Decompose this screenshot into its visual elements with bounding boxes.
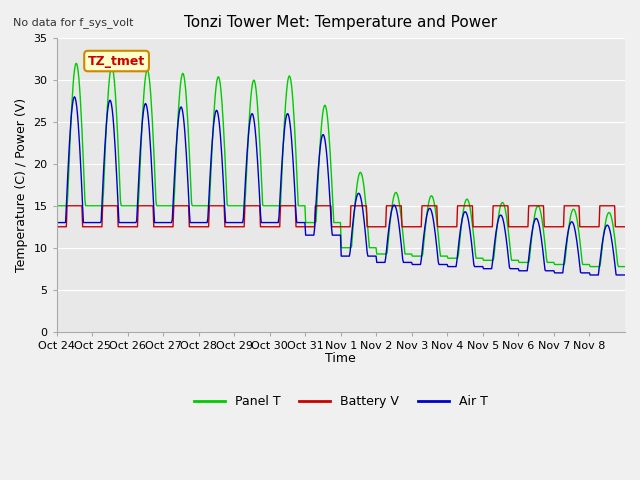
Air T [586, 272, 594, 278]
Battery V [621, 224, 629, 229]
Line: Panel T: Panel T [57, 63, 625, 266]
Panel T [586, 264, 594, 269]
Air T [53, 220, 61, 226]
Line: Battery V: Battery V [57, 206, 625, 227]
Battery V [432, 203, 440, 209]
Battery V [401, 224, 408, 229]
Panel T [275, 203, 282, 209]
X-axis label: Time: Time [326, 352, 356, 365]
Battery V [53, 224, 61, 229]
Y-axis label: Temperature (C) / Power (V): Temperature (C) / Power (V) [15, 98, 28, 272]
Panel T [225, 203, 232, 209]
Panel T [72, 60, 80, 66]
Panel T [401, 245, 408, 251]
Text: No data for f_sys_volt: No data for f_sys_volt [13, 17, 133, 28]
Air T [275, 220, 282, 226]
Air T [225, 220, 232, 226]
Air T [401, 260, 408, 265]
Air T [120, 220, 128, 226]
Title: Tonzi Tower Met: Temperature and Power: Tonzi Tower Met: Temperature and Power [184, 15, 497, 30]
Text: TZ_tmet: TZ_tmet [88, 55, 145, 68]
Air T [70, 94, 78, 100]
Panel T [621, 264, 629, 269]
Air T [253, 146, 260, 152]
Panel T [253, 94, 260, 99]
Battery V [253, 203, 260, 209]
Battery V [225, 224, 232, 229]
Air T [432, 238, 440, 244]
Line: Air T: Air T [57, 97, 625, 275]
Air T [621, 272, 629, 278]
Battery V [120, 224, 128, 229]
Battery V [275, 224, 282, 229]
Battery V [63, 203, 71, 209]
Panel T [432, 212, 440, 218]
Panel T [120, 203, 128, 209]
Panel T [53, 203, 61, 209]
Legend: Panel T, Battery V, Air T: Panel T, Battery V, Air T [189, 390, 493, 413]
